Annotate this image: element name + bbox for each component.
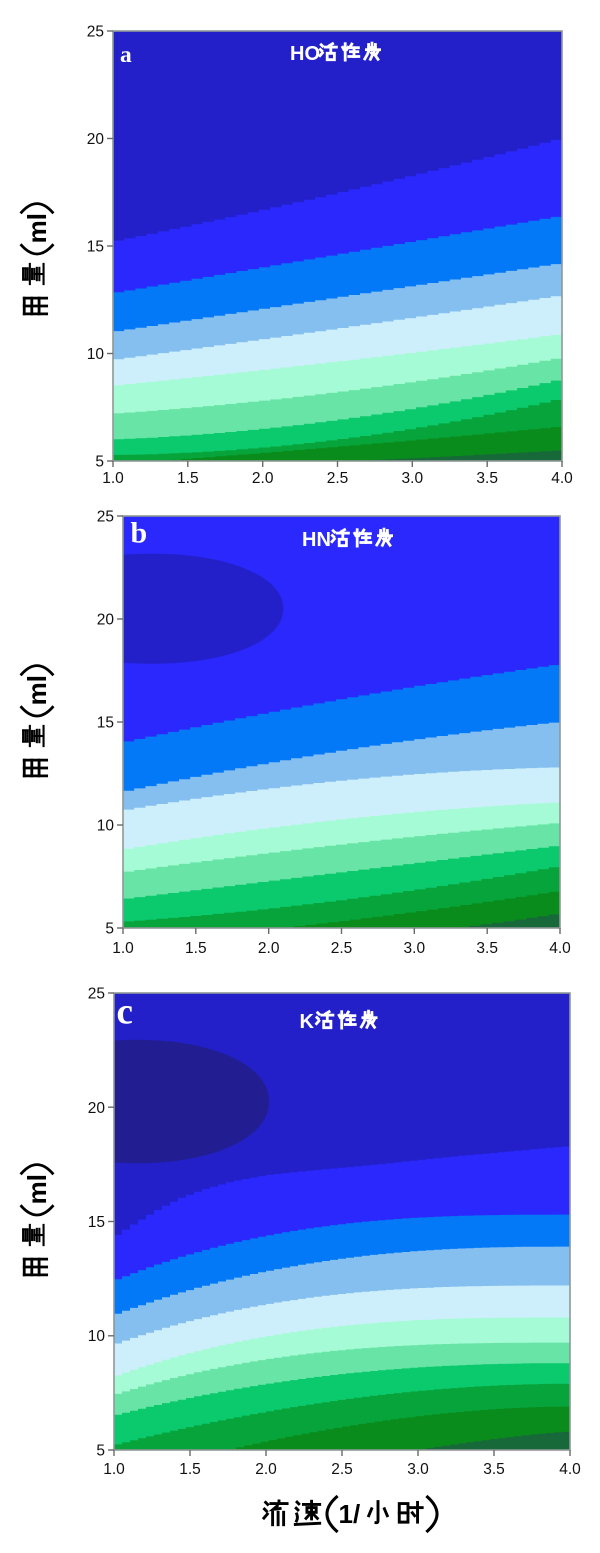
svg-text:1.5: 1.5 [177, 470, 199, 487]
svg-text:2.5: 2.5 [327, 470, 349, 487]
svg-text:2.5: 2.5 [331, 940, 353, 957]
svg-text:3.0: 3.0 [407, 1461, 429, 1478]
svg-text:b: b [131, 517, 148, 550]
svg-text:4.0: 4.0 [551, 470, 573, 487]
svg-text:HN: HN [302, 529, 331, 551]
svg-text:1.0: 1.0 [102, 470, 124, 487]
svg-text:20: 20 [97, 612, 115, 629]
svg-text:25: 25 [87, 24, 104, 41]
svg-text:3.0: 3.0 [402, 470, 424, 487]
svg-text:1.0: 1.0 [112, 940, 134, 957]
svg-text:4.0: 4.0 [559, 1461, 581, 1478]
svg-text:1.5: 1.5 [179, 1461, 201, 1478]
svg-text:2.0: 2.0 [258, 940, 280, 957]
svg-text:25: 25 [97, 509, 114, 526]
svg-text:5: 5 [96, 1443, 105, 1460]
svg-text:10: 10 [87, 346, 105, 363]
svg-text:5: 5 [105, 921, 114, 938]
svg-text:10: 10 [88, 1328, 106, 1345]
svg-text:20: 20 [87, 131, 105, 148]
svg-text:K: K [300, 1011, 315, 1033]
svg-text:ml: ml [22, 1174, 52, 1204]
svg-text:2.0: 2.0 [255, 1461, 277, 1478]
svg-text:2.0: 2.0 [252, 470, 274, 487]
svg-text:15: 15 [97, 715, 114, 732]
svg-text:3.0: 3.0 [404, 940, 426, 957]
svg-text:1.5: 1.5 [185, 940, 207, 957]
svg-text:a: a [120, 42, 132, 68]
svg-text:10: 10 [97, 818, 115, 835]
svg-text:15: 15 [87, 239, 104, 256]
svg-text:2.5: 2.5 [331, 1461, 353, 1478]
svg-text:HO: HO [290, 43, 320, 65]
svg-text:ml: ml [22, 675, 52, 705]
svg-text:5: 5 [95, 454, 104, 471]
svg-text:c: c [117, 992, 133, 1033]
svg-text:1.0: 1.0 [103, 1461, 125, 1478]
svg-text:25: 25 [88, 986, 105, 1003]
svg-text:15: 15 [88, 1214, 105, 1231]
svg-text:3.5: 3.5 [476, 940, 498, 957]
svg-text:3.5: 3.5 [476, 470, 498, 487]
svg-text:20: 20 [88, 1100, 106, 1117]
svg-text:ml: ml [22, 213, 52, 243]
svg-text:1/: 1/ [339, 1499, 361, 1529]
svg-text:3.5: 3.5 [483, 1461, 505, 1478]
svg-text:4.0: 4.0 [549, 940, 571, 957]
